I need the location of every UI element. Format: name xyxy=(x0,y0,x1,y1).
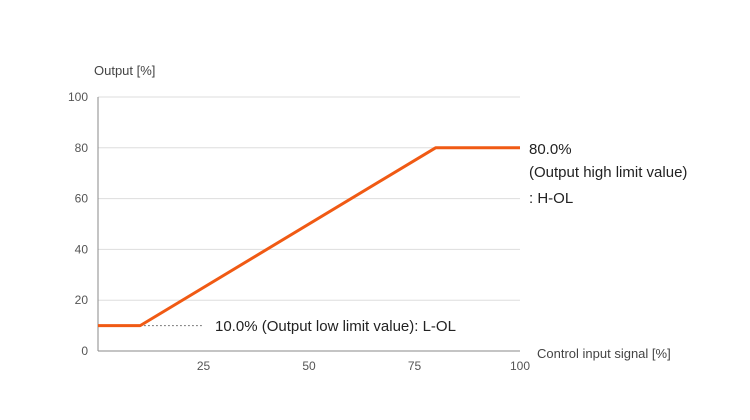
y-axis-label: Output [%] xyxy=(94,63,155,78)
x-tick-25: 25 xyxy=(197,359,211,373)
y-tick-labels: 0 20 40 60 80 100 xyxy=(68,90,88,358)
x-tick-100: 100 xyxy=(510,359,530,373)
x-tick-75: 75 xyxy=(408,359,422,373)
x-tick-labels: 25 50 75 100 xyxy=(197,359,531,373)
x-axis-label: Control input signal [%] xyxy=(537,346,671,361)
low-limit-text: 10.0% (Output low limit value) xyxy=(215,318,414,335)
y-tick-40: 40 xyxy=(75,242,89,256)
low-limit-code: : L-OL xyxy=(414,318,456,335)
y-tick-80: 80 xyxy=(75,141,89,155)
gridlines xyxy=(98,96,520,301)
x-tick-50: 50 xyxy=(302,359,316,373)
series-line xyxy=(98,146,520,328)
high-limit-code: : H-OL xyxy=(529,190,573,207)
high-limit-description: (Output high limit value) xyxy=(529,164,687,181)
high-limit-value: 80.0% xyxy=(529,141,572,158)
y-tick-100: 100 xyxy=(68,90,88,104)
low-limit-description: 10.0% (Output low limit value): L-OL xyxy=(215,318,456,335)
y-tick-0: 0 xyxy=(81,344,88,358)
y-tick-20: 20 xyxy=(75,293,89,307)
y-tick-60: 60 xyxy=(75,192,89,206)
